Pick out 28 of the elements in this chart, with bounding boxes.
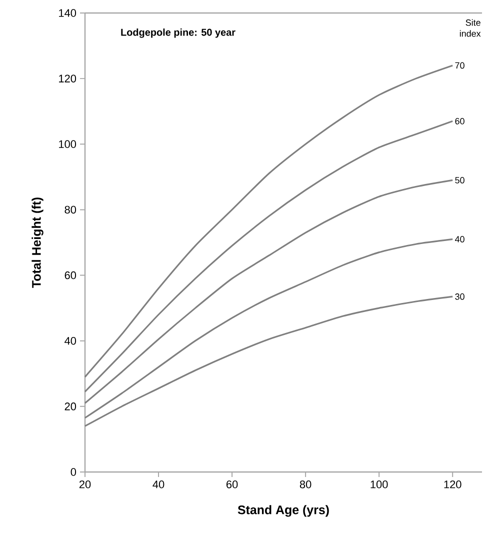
series-label: 60 <box>455 118 464 124</box>
y-tick-label: 140 <box>59 9 76 17</box>
y-tick-label: 0 <box>70 468 76 476</box>
y-axis-title: Total Height (ft) <box>32 198 44 288</box>
y-tick-label: 120 <box>59 74 76 82</box>
line-series <box>84 238 454 419</box>
x-tick-label: 100 <box>370 480 388 488</box>
y-tick-label: 80 <box>64 206 76 214</box>
x-tick-label: 80 <box>300 480 312 488</box>
y-tick-label: 60 <box>64 271 76 280</box>
series-label: 30 <box>455 293 464 300</box>
series-label: 50 <box>455 177 464 184</box>
line-series <box>84 296 454 427</box>
text: Lodgepole pine: 50 year <box>121 28 236 38</box>
y-tick-label: 40 <box>64 336 76 345</box>
x-tick-label: 120 <box>444 480 462 488</box>
x-tick-label: 60 <box>226 480 238 488</box>
series-label: 40 <box>454 236 464 242</box>
line-series <box>84 120 454 392</box>
x-axis-title: Stand Age (yrs) <box>238 505 329 517</box>
legend-title: Site index <box>460 19 481 37</box>
x-tick-label: 40 <box>152 480 164 488</box>
series-label: 70 <box>455 62 464 69</box>
line-series <box>84 179 454 404</box>
line-series <box>84 64 454 378</box>
y-tick-label: 100 <box>59 140 76 148</box>
x-tick-label: 20 <box>79 480 91 488</box>
y-tick-label: 20 <box>64 402 76 410</box>
